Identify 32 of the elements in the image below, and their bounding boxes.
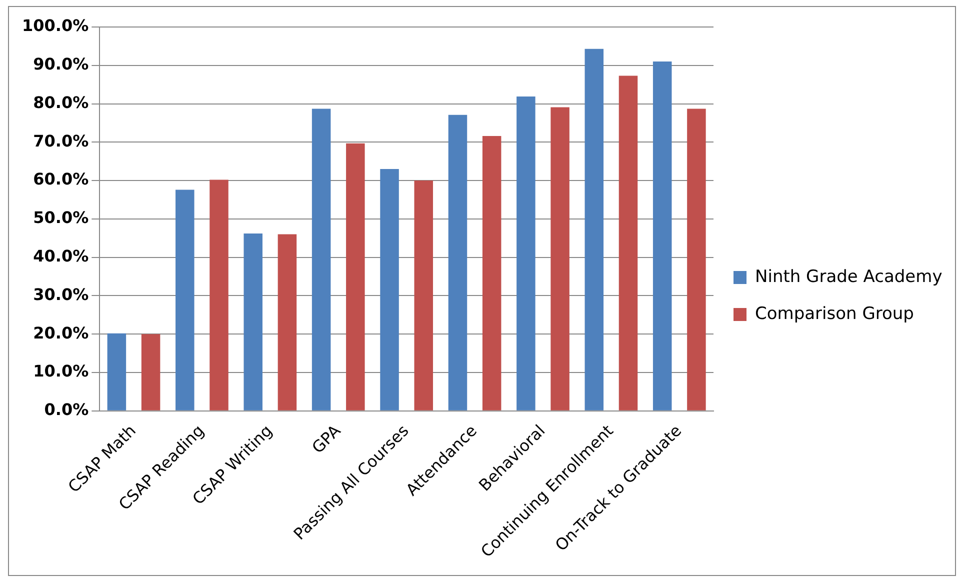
bar [584, 48, 604, 410]
bar [482, 136, 502, 410]
y-tick-label: 30.0% [33, 284, 89, 304]
bar [687, 108, 706, 410]
legend-label: Comparison Group [755, 304, 914, 324]
bar [618, 76, 638, 410]
bar [414, 180, 433, 410]
x-tick-label: GPA [308, 420, 344, 458]
bar [141, 334, 160, 410]
y-tick-label: 60.0% [33, 170, 89, 189]
bar [516, 96, 536, 410]
y-tick-label: 10.0% [33, 362, 89, 381]
bar [176, 190, 194, 410]
legend-label: Ninth Grade Academy [755, 266, 942, 287]
bar [448, 114, 468, 410]
y-tick-label: 0.0% [44, 400, 89, 420]
y-tick-label: 90.0% [33, 54, 89, 74]
bar [652, 62, 672, 410]
bar [550, 107, 570, 410]
bar [312, 108, 331, 410]
y-tick-label: 100.0% [22, 16, 89, 36]
y-tick-label: 40.0% [33, 246, 89, 266]
y-tick-label: 50.0% [33, 208, 89, 228]
bar [107, 333, 126, 410]
y-tick-label: 80.0% [33, 92, 89, 112]
bar [346, 143, 365, 410]
y-tick-label: 20.0% [33, 323, 89, 342]
y-tick-label: 70.0% [33, 131, 89, 150]
bar [210, 180, 228, 410]
bar [244, 234, 262, 410]
bar [278, 234, 297, 410]
bar [380, 169, 399, 410]
